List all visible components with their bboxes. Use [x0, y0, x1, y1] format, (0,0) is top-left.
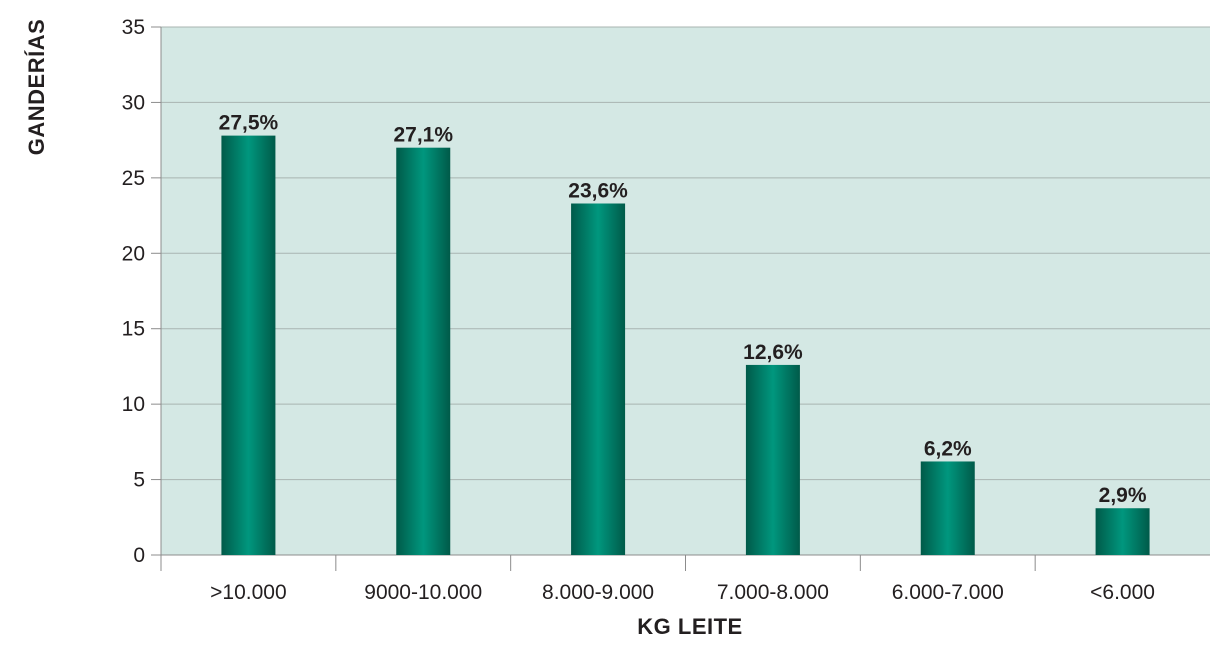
bar [396, 148, 450, 555]
y-tick-label: 20 [122, 242, 145, 265]
y-tick-label: 30 [122, 91, 145, 114]
x-tick-label: >10.000 [210, 581, 287, 604]
data-label: 6,2% [924, 437, 972, 460]
data-label: 23,6% [568, 180, 628, 203]
data-label: 27,5% [219, 112, 279, 135]
x-tick-label: 9000-10.000 [364, 581, 482, 604]
bar [221, 136, 275, 555]
x-tick-label: 8.000-9.000 [542, 581, 654, 604]
bar [921, 461, 975, 555]
y-tick-label: 10 [122, 393, 145, 416]
y-tick-label: 25 [122, 167, 145, 190]
y-tick-label: 35 [122, 16, 145, 39]
bar [1096, 508, 1150, 555]
data-label: 12,6% [743, 341, 803, 364]
y-tick-label: 15 [122, 318, 145, 341]
data-label: 27,1% [393, 124, 453, 147]
y-tick-label: 0 [133, 544, 145, 567]
x-tick-label: 6.000-7.000 [892, 581, 1004, 604]
x-tick-label: <6.000 [1090, 581, 1155, 604]
x-axis-title: KG LEITE [637, 614, 742, 640]
bar [746, 365, 800, 555]
data-label: 2,9% [1099, 484, 1147, 507]
plot-area [161, 27, 1210, 555]
bar [571, 204, 625, 555]
x-tick-label: 7.000-8.000 [717, 581, 829, 604]
y-tick-label: 5 [133, 469, 145, 492]
